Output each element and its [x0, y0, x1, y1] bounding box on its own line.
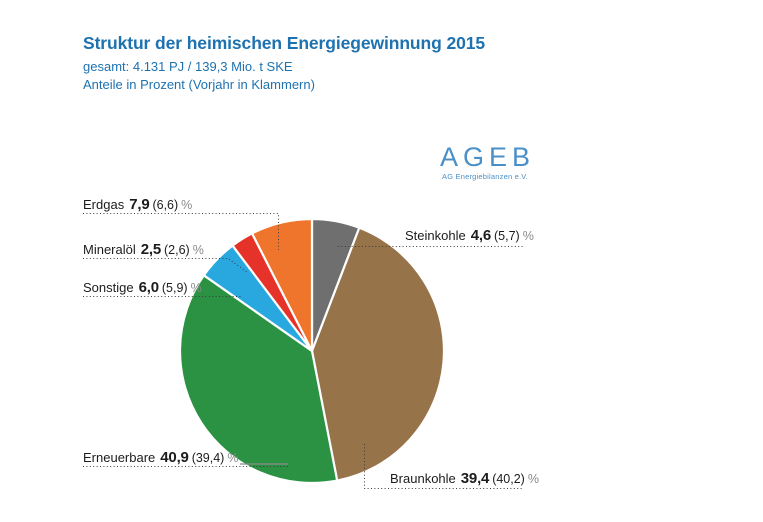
- label-erdgas-name: Erdgas: [83, 197, 125, 212]
- label-braunkohle-value: 39,4: [460, 470, 490, 487]
- label-sonstige-value: 6,0: [138, 279, 159, 296]
- label-mineraloel: Mineralöl 2,5 (2,6)%: [83, 241, 204, 259]
- label-steinkohle-name: Steinkohle: [405, 228, 466, 243]
- label-sonstige: Sonstige 6,0 (5,9)%: [83, 279, 202, 297]
- label-braunkohle-prev: (40,2): [492, 472, 525, 486]
- label-erneuerbare-value: 40,9: [160, 449, 189, 466]
- label-erneuerbare: Erneuerbare 40,9 (39,4)%: [83, 449, 238, 467]
- leader-mineraloel: [83, 258, 248, 273]
- label-sonstige-percent-sign: %: [190, 281, 202, 295]
- page-title: Struktur der heimischen Energiegewinnung…: [83, 33, 485, 53]
- label-erneuerbare-prev: (39,4): [191, 451, 225, 465]
- ageb-logo-text: AGEB: [440, 142, 536, 172]
- pie-slice-erdgas: [250, 217, 314, 353]
- label-erdgas-prev: (6,6): [152, 198, 179, 212]
- chart-total-subtitle: gesamt: 4.131 PJ / 139,3 Mio. t SKE: [83, 59, 293, 74]
- label-sonstige-name: Sonstige: [83, 280, 134, 295]
- label-steinkohle: Steinkohle 4,6 (5,7)%: [405, 227, 534, 245]
- label-mineraloel-percent-sign: %: [192, 243, 204, 257]
- leader-braunkohle: [364, 444, 522, 489]
- label-erneuerbare-percent-sign: %: [227, 451, 239, 465]
- label-steinkohle-value: 4,6: [470, 227, 491, 244]
- pie-slice-braunkohle: [310, 226, 446, 482]
- ageb-logo-subtext: AG Energiebilanzen e.V.: [442, 172, 529, 181]
- label-erdgas-percent-sign: %: [181, 198, 193, 212]
- label-erneuerbare-name: Erneuerbare: [83, 450, 156, 465]
- label-braunkohle-name: Braunkohle: [390, 471, 456, 486]
- label-steinkohle-percent-sign: %: [522, 229, 534, 243]
- label-mineraloel-value: 2,5: [140, 241, 162, 258]
- label-mineraloel-name: Mineralöl: [83, 242, 136, 257]
- label-braunkohle-percent-sign: %: [527, 472, 539, 486]
- leader-erdgas: [83, 213, 279, 250]
- chart-unit-note: Anteile in Prozent (Vorjahr in Klammern): [83, 77, 315, 92]
- ageb-logo: AGEB AG Energiebilanzen e.V.: [440, 142, 536, 182]
- label-erdgas: Erdgas 7,9 (6,6)%: [83, 196, 192, 214]
- label-sonstige-prev: (5,9): [161, 281, 188, 295]
- pie-slice-erneuerbare: [178, 274, 339, 485]
- label-braunkohle: Braunkohle 39,4 (40,2)%: [390, 470, 539, 488]
- label-steinkohle-prev: (5,7): [493, 229, 520, 243]
- label-mineraloel-prev: (2,6): [164, 243, 190, 257]
- label-erdgas-value: 7,9: [129, 196, 150, 213]
